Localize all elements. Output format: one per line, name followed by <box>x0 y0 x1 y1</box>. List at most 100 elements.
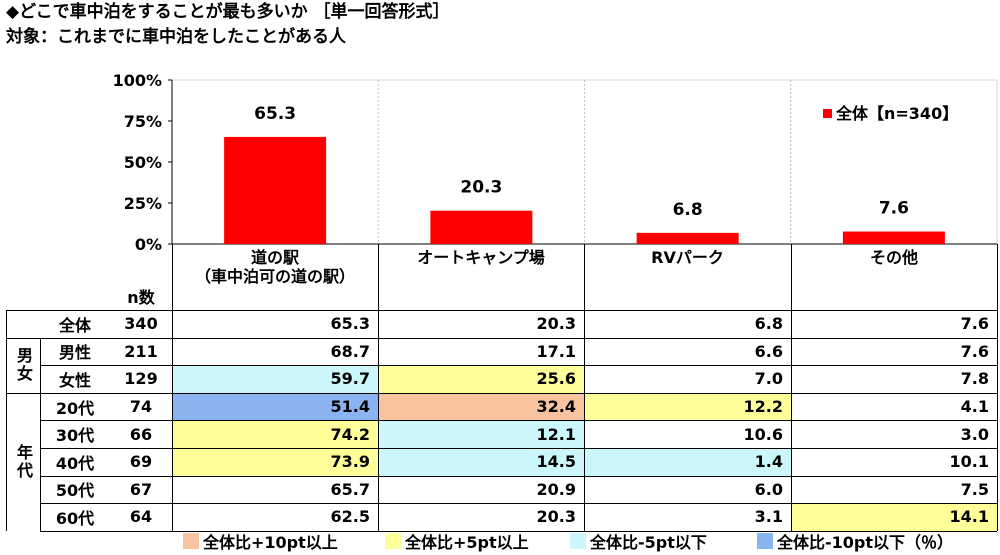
highlight-cell-bg <box>172 448 378 476</box>
table-cell-value: 20.3 <box>536 314 576 334</box>
legend-swatch <box>757 533 773 549</box>
legend-swatch <box>570 533 586 549</box>
table-hline <box>40 503 997 505</box>
table-cell-value: 74.2 <box>330 424 370 444</box>
table-vline <box>6 310 7 531</box>
bar <box>224 136 327 244</box>
table-cell-value: 6.0 <box>754 479 783 499</box>
chart-subtitle: 対象：これまでに車中泊をしたことがある人 <box>6 27 346 47</box>
table-cell-value: 7.5 <box>960 479 989 499</box>
table-cell-value: 7.6 <box>960 314 989 334</box>
bar <box>636 232 739 244</box>
table-cell-value: 73.9 <box>330 452 370 472</box>
column-header-line1: 道の駅 <box>250 248 299 267</box>
table-cell-value: 65.7 <box>330 479 370 499</box>
n-header: n数 <box>127 288 155 307</box>
table-cell-value: 14.1 <box>949 507 989 527</box>
table-hline <box>40 420 997 422</box>
highlight-cell-bg <box>584 392 791 421</box>
table-hline <box>6 310 997 311</box>
y-tick-label: 25% <box>124 194 162 213</box>
column-header-line1: RVパーク <box>651 248 724 267</box>
highlight-cell-bg <box>378 392 584 421</box>
table-vline <box>378 244 379 531</box>
row-label: 60代 <box>55 508 95 528</box>
table-cell-value: 10.1 <box>949 452 989 472</box>
table-hline <box>40 530 997 532</box>
row-n: 64 <box>129 507 153 527</box>
data-label: 7.6 <box>879 199 909 219</box>
group-label: 男女 <box>14 347 33 384</box>
table-cell-value: 6.6 <box>754 341 783 361</box>
table-cell-value: 1.4 <box>754 452 783 472</box>
table-cell-value: 10.6 <box>743 424 783 444</box>
group-label: 年代 <box>14 443 33 480</box>
highlight-cell-bg <box>378 420 584 448</box>
row-label: 男性 <box>58 343 91 363</box>
highlight-cell-bg <box>584 448 791 476</box>
table-hline <box>40 365 997 367</box>
legend-text: 全体比-5pt以下 <box>590 533 707 552</box>
table-vline <box>40 337 41 531</box>
highlight-cell-bg <box>172 365 378 393</box>
table-vline <box>791 244 792 531</box>
highlight-cell-bg <box>172 420 378 448</box>
legend-label: 全体【n=340】 <box>835 104 958 123</box>
column-header: その他 <box>791 248 997 292</box>
legend-text: 全体比-10pt以下（％） <box>777 533 954 552</box>
table-cell-value: 3.0 <box>960 424 989 444</box>
y-tick-label: 50% <box>124 153 162 172</box>
column-header-line1: その他 <box>869 248 918 267</box>
table-hline <box>40 448 997 449</box>
table-cell-value: 7.0 <box>754 369 783 389</box>
legend-swatch <box>183 533 199 549</box>
legend-swatch <box>385 533 401 549</box>
row-label: 女性 <box>58 370 91 390</box>
legend-swatch <box>823 109 832 118</box>
column-header-line2: （車中泊可の道の駅） <box>194 267 355 286</box>
table-cell-value: 32.4 <box>536 397 576 417</box>
chart-title: ◆どこで車中泊をすることが最も多いか ［単一回答形式］ <box>6 2 450 22</box>
legend-text: 全体比+5pt以上 <box>405 533 529 552</box>
row-n: 74 <box>129 397 153 417</box>
row-n: 129 <box>124 369 158 389</box>
table-cell-value: 62.5 <box>330 507 370 527</box>
highlight-cell-bg <box>378 448 584 476</box>
table-cell-value: 25.6 <box>536 369 576 389</box>
table-cell-value: 4.1 <box>960 397 989 417</box>
bar <box>430 210 533 244</box>
row-n: 67 <box>129 479 153 499</box>
highlight-cell-bg <box>172 392 378 421</box>
table-cell-value: 6.8 <box>754 314 783 334</box>
table-cell-value: 20.3 <box>536 507 576 527</box>
table-hline <box>6 337 997 339</box>
column-header-line1: オートキャンプ場 <box>417 248 545 267</box>
table-cell-value: 51.4 <box>330 397 370 417</box>
data-label: 6.8 <box>673 200 703 220</box>
column-header: RVパーク <box>584 248 791 292</box>
highlight-legend-item: 全体比+10pt以上 <box>183 531 338 552</box>
table-cell-value: 65.3 <box>330 314 370 334</box>
table-cell-value: 12.2 <box>743 397 783 417</box>
row-label: 30代 <box>55 426 95 446</box>
highlight-legend-item: 全体比+5pt以上 <box>385 531 529 552</box>
row-label: 50代 <box>55 481 95 501</box>
row-label: 40代 <box>55 453 95 473</box>
table-hline <box>40 475 997 477</box>
highlight-cell-bg <box>378 365 584 393</box>
row-label: 全体 <box>58 315 91 335</box>
row-n: 211 <box>124 341 158 361</box>
table-cell-value: 14.5 <box>536 452 576 472</box>
row-n: 66 <box>129 424 153 444</box>
table-cell-value: 20.9 <box>536 479 576 499</box>
highlight-legend-item: 全体比-5pt以下 <box>570 531 707 552</box>
data-label: 65.3 <box>254 104 296 124</box>
column-header: 道の駅 （車中泊可の道の駅） <box>172 248 378 292</box>
table-vline <box>997 244 998 531</box>
table-cell-value: 7.6 <box>960 341 989 361</box>
highlight-cell-bg <box>791 503 997 531</box>
row-label: 20代 <box>55 398 95 418</box>
table-cell-value: 59.7 <box>330 369 370 389</box>
